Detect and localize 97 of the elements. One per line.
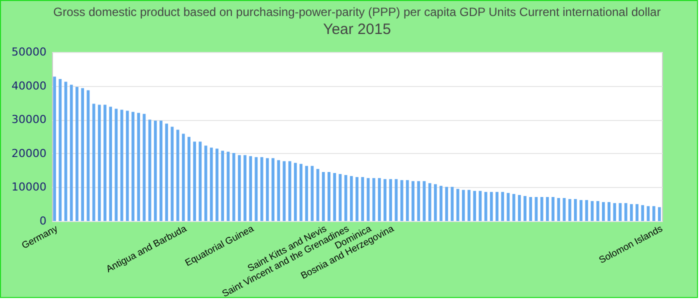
bar xyxy=(114,108,118,221)
bar xyxy=(540,197,544,221)
bar xyxy=(305,166,308,221)
bar xyxy=(636,204,638,221)
bar xyxy=(216,148,218,221)
bar xyxy=(81,88,84,221)
bar xyxy=(70,84,73,221)
bar xyxy=(226,152,230,221)
bar xyxy=(641,205,644,221)
bar xyxy=(333,173,336,221)
bar xyxy=(53,76,56,221)
bar xyxy=(154,120,157,221)
bar xyxy=(428,183,432,221)
bar xyxy=(585,200,588,221)
bar xyxy=(501,192,504,221)
bar xyxy=(238,155,241,221)
bar xyxy=(412,181,414,221)
bar xyxy=(524,196,526,221)
bar xyxy=(282,161,286,221)
y-tick-label: 0 xyxy=(40,214,46,228)
bar xyxy=(137,112,140,221)
bar xyxy=(98,104,101,221)
bar xyxy=(165,124,168,221)
y-tick-label: 40000 xyxy=(12,79,46,92)
bar xyxy=(188,136,190,221)
bar xyxy=(272,158,274,221)
bar xyxy=(468,190,470,221)
bar xyxy=(574,199,577,221)
bar xyxy=(361,177,364,221)
bar xyxy=(254,157,258,221)
bar xyxy=(613,203,616,221)
bar xyxy=(462,190,465,221)
bar xyxy=(384,179,386,221)
bar xyxy=(496,192,498,221)
bar xyxy=(608,202,610,221)
bar xyxy=(518,194,521,221)
bar xyxy=(484,192,488,221)
bar xyxy=(338,174,342,221)
bar xyxy=(104,104,106,221)
bar xyxy=(244,155,246,221)
bar xyxy=(529,197,532,221)
bar xyxy=(434,184,437,221)
bar xyxy=(456,188,460,221)
y-tick-label: 20000 xyxy=(12,146,46,160)
bar xyxy=(552,197,554,221)
bar xyxy=(389,179,392,221)
bar xyxy=(400,180,404,221)
bar xyxy=(277,160,280,221)
bar xyxy=(142,114,146,221)
bar xyxy=(652,206,656,221)
bar xyxy=(76,86,78,221)
bar xyxy=(182,134,185,221)
bar xyxy=(596,201,600,221)
bar xyxy=(630,204,633,221)
bar xyxy=(86,90,90,221)
bar xyxy=(378,178,381,221)
bar xyxy=(580,200,582,221)
y-tick-label: 30000 xyxy=(12,113,46,126)
bar xyxy=(512,194,516,221)
bar xyxy=(344,175,348,221)
bar xyxy=(58,79,62,221)
bar xyxy=(350,176,353,221)
bar xyxy=(310,166,314,221)
bar xyxy=(322,172,325,221)
bar xyxy=(445,186,448,221)
bar xyxy=(266,158,269,221)
bar xyxy=(417,181,420,221)
y-tick-label: 50000 xyxy=(12,46,46,58)
bar xyxy=(557,198,560,221)
bar xyxy=(160,120,162,221)
bar xyxy=(300,164,302,221)
bar xyxy=(126,110,129,221)
bar xyxy=(372,178,376,221)
bar xyxy=(328,172,330,221)
bar xyxy=(473,190,476,221)
bar xyxy=(624,203,628,221)
bar xyxy=(356,177,358,221)
chart-subtitle: Year 2015 xyxy=(323,21,391,38)
bar xyxy=(132,112,134,221)
bar xyxy=(193,142,196,221)
y-tick-label: 10000 xyxy=(12,180,46,194)
bar xyxy=(221,150,224,221)
bar xyxy=(658,207,661,221)
bar xyxy=(109,106,112,221)
bar xyxy=(170,126,174,221)
bar xyxy=(490,192,493,221)
bar xyxy=(546,197,549,221)
chart-title: Gross domestic product based on purchasing-power-parity (PPP) per capita GDP Units Current international dollar xyxy=(53,5,661,19)
bar xyxy=(210,148,213,221)
bar xyxy=(366,178,370,221)
bar xyxy=(440,186,442,221)
bar xyxy=(602,202,605,221)
bar xyxy=(406,180,409,221)
bar xyxy=(198,142,202,221)
bar xyxy=(294,162,297,221)
bar xyxy=(249,156,252,221)
bar xyxy=(568,199,572,221)
